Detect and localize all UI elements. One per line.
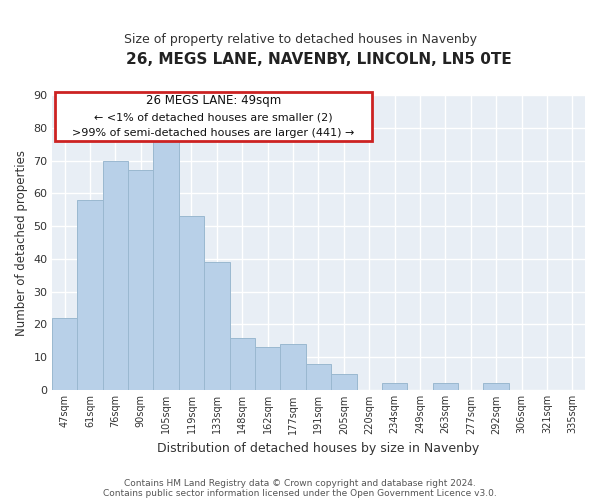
Bar bbox=[331, 374, 356, 390]
Text: ← <1% of detached houses are smaller (2): ← <1% of detached houses are smaller (2) bbox=[94, 112, 332, 122]
Bar bbox=[280, 344, 306, 390]
Text: Size of property relative to detached houses in Navenby: Size of property relative to detached ho… bbox=[124, 32, 476, 46]
Text: 26 MEGS LANE: 49sqm: 26 MEGS LANE: 49sqm bbox=[146, 94, 281, 108]
FancyBboxPatch shape bbox=[55, 92, 372, 141]
Bar bbox=[128, 170, 154, 390]
Bar bbox=[255, 348, 280, 390]
Bar bbox=[306, 364, 331, 390]
Bar bbox=[154, 141, 179, 390]
Bar bbox=[433, 384, 458, 390]
Bar bbox=[382, 384, 407, 390]
Text: Contains HM Land Registry data © Crown copyright and database right 2024.: Contains HM Land Registry data © Crown c… bbox=[124, 478, 476, 488]
Bar bbox=[179, 216, 204, 390]
Bar bbox=[103, 160, 128, 390]
X-axis label: Distribution of detached houses by size in Navenby: Distribution of detached houses by size … bbox=[157, 442, 479, 455]
Bar bbox=[230, 338, 255, 390]
Text: Contains public sector information licensed under the Open Government Licence v3: Contains public sector information licen… bbox=[103, 488, 497, 498]
Bar bbox=[52, 318, 77, 390]
Y-axis label: Number of detached properties: Number of detached properties bbox=[15, 150, 28, 336]
Bar bbox=[484, 384, 509, 390]
Bar bbox=[77, 200, 103, 390]
Title: 26, MEGS LANE, NAVENBY, LINCOLN, LN5 0TE: 26, MEGS LANE, NAVENBY, LINCOLN, LN5 0TE bbox=[125, 52, 511, 68]
Text: >99% of semi-detached houses are larger (441) →: >99% of semi-detached houses are larger … bbox=[72, 128, 355, 138]
Bar bbox=[204, 262, 230, 390]
